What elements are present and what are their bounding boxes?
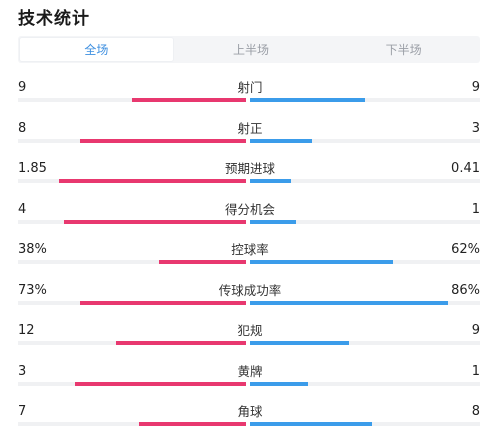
stat-row: 73% 传球成功率 86%: [0, 277, 500, 318]
stat-name: 预期进球: [224, 161, 275, 176]
away-bar-track: [250, 179, 480, 183]
home-bar: [138, 422, 246, 426]
home-bar-track: [18, 219, 246, 224]
tab-full-match[interactable]: 全场: [19, 37, 174, 62]
stat-row: 1.85 预期进球 0.41: [0, 155, 500, 196]
stat-row: 12 犯规 9: [0, 317, 500, 358]
stats-list: 9 射门 9 8 射正 3 1.85 预期进球 0.41 4 得分机会 1 38% 控球率 62% 73% 传球…: [0, 74, 500, 439]
tab-first-half[interactable]: 上半场: [233, 43, 270, 57]
away-bar-track: [250, 300, 480, 305]
away-value: 86%: [451, 282, 480, 298]
away-bar: [250, 98, 365, 102]
away-bar-track: [250, 381, 480, 386]
away-bar: [250, 341, 349, 345]
home-bar: [63, 219, 246, 224]
away-bar: [250, 381, 308, 386]
away-bar: [250, 260, 393, 264]
stat-row: 3 黄牌 1: [0, 358, 500, 399]
home-value: 73%: [18, 282, 47, 298]
away-bar: [250, 179, 292, 183]
away-value: 62%: [451, 242, 480, 257]
stat-name: 犯规: [237, 323, 263, 338]
away-value: 9: [471, 323, 480, 338]
home-bar-track: [18, 260, 246, 264]
home-value: 4: [18, 201, 27, 217]
stat-name: 传球成功率: [218, 282, 282, 298]
page-title: 技术统计: [18, 9, 90, 29]
away-bar: [250, 138, 313, 143]
stat-name: 黄牌: [237, 363, 263, 379]
away-bar-track: [250, 219, 480, 224]
stat-row: 38% 控球率 62%: [0, 236, 500, 277]
home-bar-track: [18, 300, 246, 305]
stat-row: 8 射正 3: [0, 115, 500, 156]
away-value: 3: [471, 120, 480, 136]
home-value: 12: [18, 323, 35, 338]
tab-second-half[interactable]: 下半场: [385, 43, 422, 57]
stat-row: 7 角球 8: [0, 398, 500, 439]
away-value: 1: [471, 201, 480, 217]
away-bar-track: [250, 341, 480, 345]
home-value: 9: [18, 80, 27, 95]
away-value: 1: [471, 363, 480, 379]
away-bar: [250, 219, 296, 224]
home-value: 1.85: [18, 161, 47, 176]
stat-name: 角球: [237, 404, 263, 419]
away-bar: [250, 300, 448, 305]
home-bar: [59, 179, 246, 183]
home-value: 7: [18, 404, 27, 419]
home-bar-track: [18, 138, 246, 143]
home-bar: [79, 300, 246, 305]
away-bar: [250, 422, 372, 426]
period-tabs: 全场 上半场 下半场: [18, 36, 480, 63]
home-bar: [159, 260, 246, 264]
home-bar: [132, 98, 246, 102]
home-value: 38%: [18, 242, 47, 257]
home-bar-track: [18, 381, 246, 386]
away-bar-track: [250, 138, 480, 143]
away-bar-track: [250, 98, 480, 102]
stat-row: 4 得分机会 1: [0, 196, 500, 237]
home-bar-track: [18, 179, 246, 183]
home-bar-track: [18, 98, 246, 102]
away-value: 9: [471, 80, 480, 95]
home-bar-track: [18, 341, 246, 345]
stat-row: 9 射门 9: [0, 74, 500, 115]
stat-name: 射门: [237, 80, 263, 95]
home-bar: [75, 381, 246, 386]
stat-name: 控球率: [231, 242, 269, 257]
home-value: 3: [18, 363, 27, 379]
away-value: 0.41: [451, 161, 480, 176]
away-value: 8: [471, 404, 480, 419]
home-bar: [116, 341, 246, 345]
away-bar-track: [250, 422, 480, 426]
stat-name: 得分机会: [224, 201, 275, 217]
away-bar-track: [250, 260, 480, 264]
home-bar: [79, 138, 246, 143]
home-value: 8: [18, 120, 27, 136]
stat-name: 射正: [237, 120, 263, 136]
home-bar-track: [18, 422, 246, 426]
